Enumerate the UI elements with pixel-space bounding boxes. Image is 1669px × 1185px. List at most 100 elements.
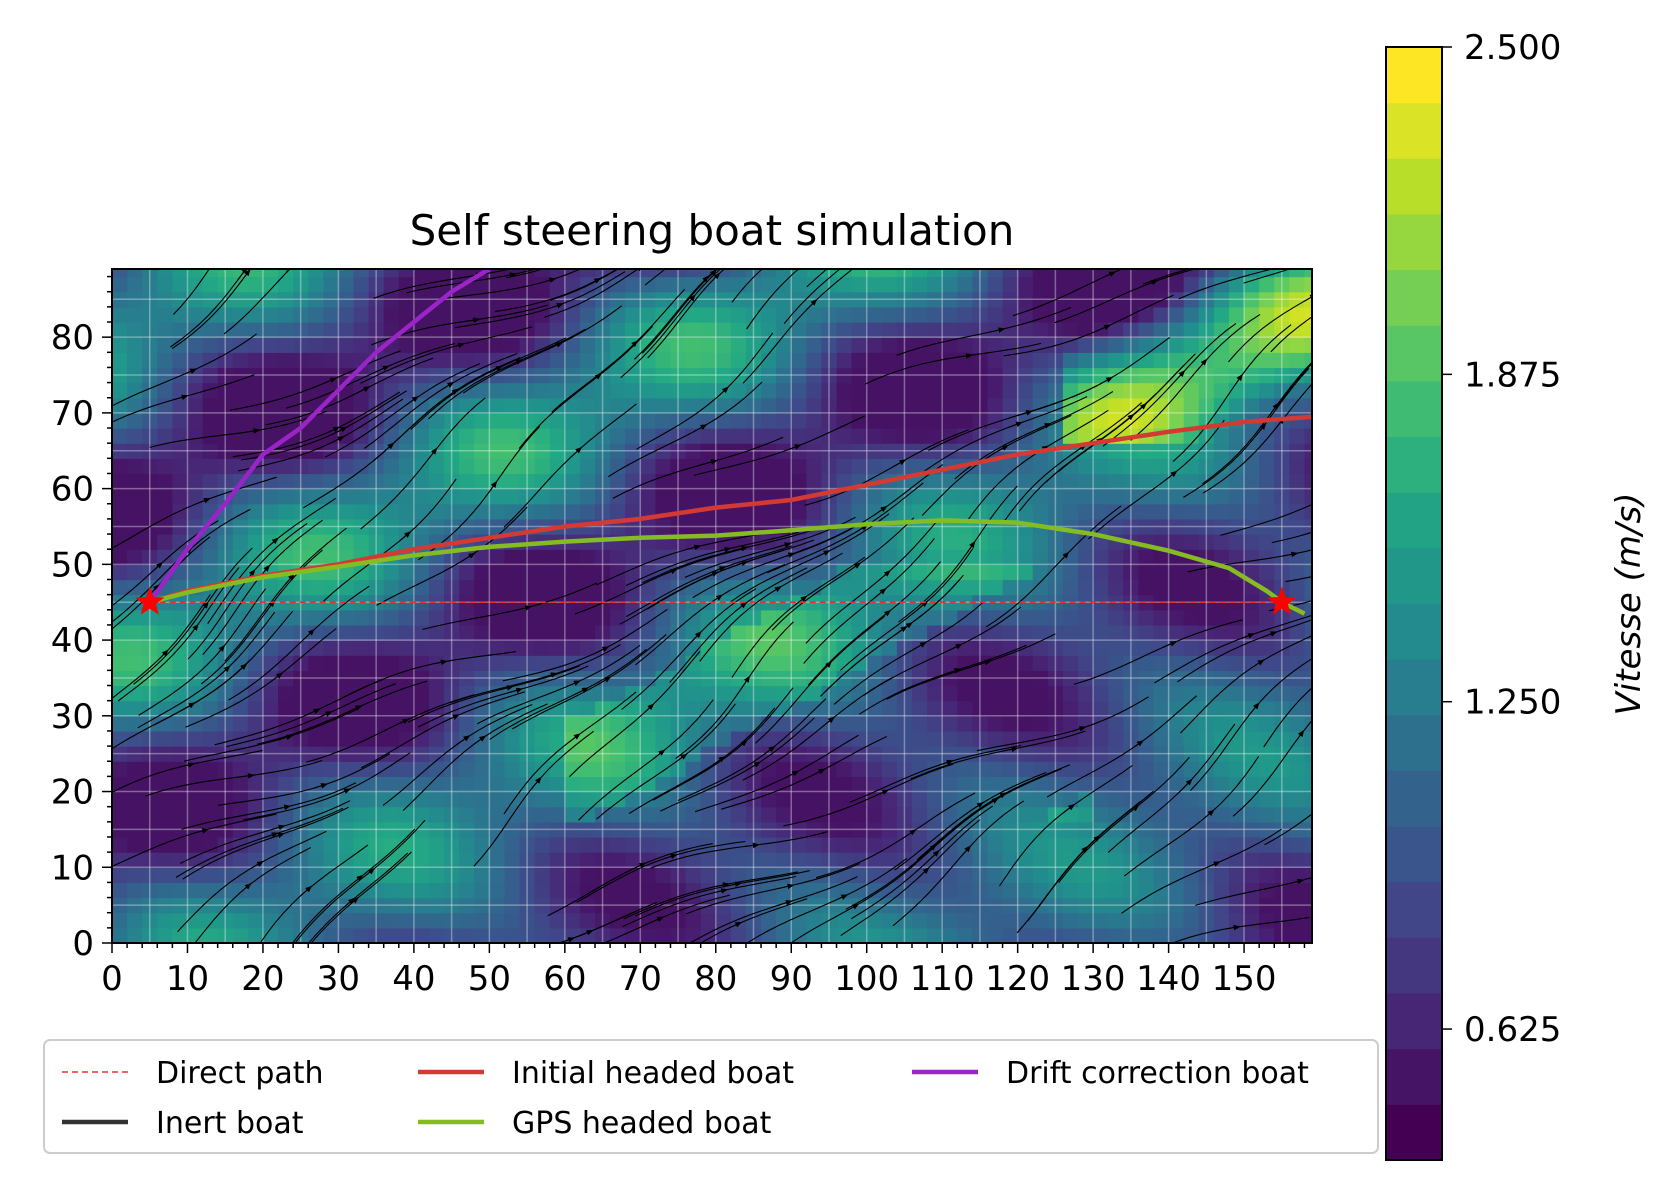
field-cell <box>1002 276 1019 293</box>
field-cell <box>761 276 777 293</box>
field-cell <box>1062 912 1079 929</box>
field-cell <box>172 269 189 278</box>
field-cell <box>685 821 702 838</box>
field-cell <box>262 428 279 444</box>
field-cell <box>519 579 536 596</box>
field-cell <box>262 549 279 565</box>
field-cell <box>519 882 536 899</box>
field-cell <box>232 852 249 868</box>
field-cell <box>262 518 279 535</box>
field-cell <box>489 806 506 823</box>
field-cell <box>1093 912 1109 929</box>
field-cell <box>579 306 596 323</box>
field-cell <box>474 655 490 671</box>
streamline-arrow <box>1215 239 1227 241</box>
field-cell <box>957 700 973 717</box>
field-cell <box>1032 685 1049 702</box>
field-cell <box>1062 927 1079 943</box>
streamline-arrow <box>957 353 974 359</box>
field-cell <box>1274 322 1290 338</box>
field-cell <box>534 640 551 656</box>
field-cell <box>413 746 430 762</box>
field-cell <box>866 685 883 702</box>
streamline <box>137 611 276 729</box>
field-cell <box>217 397 234 414</box>
field-cell <box>866 306 883 323</box>
field-cell <box>1183 564 1200 581</box>
field-cell <box>353 791 370 808</box>
colorbar-step <box>1386 380 1442 438</box>
streamline <box>417 665 589 728</box>
streamline <box>410 337 567 430</box>
field-cell <box>549 367 566 384</box>
field-cell <box>459 806 475 823</box>
field-cell <box>1108 473 1124 490</box>
streamline <box>182 806 349 880</box>
streamline-arrow <box>663 568 678 576</box>
field-cell <box>489 291 506 308</box>
field-cell <box>489 867 506 884</box>
field-cell <box>1093 549 1109 565</box>
field-cell <box>232 791 249 808</box>
streamline <box>840 819 981 937</box>
field-cell <box>912 806 928 823</box>
field-cell <box>761 730 777 747</box>
field-cell <box>1062 776 1079 793</box>
field-cell <box>459 352 475 369</box>
field-cell <box>715 700 732 717</box>
streamline <box>1058 756 1190 883</box>
field-cell <box>1168 458 1185 475</box>
field-cell <box>293 897 309 914</box>
field-cell <box>896 579 913 596</box>
field-cell <box>338 534 355 550</box>
field-cell <box>595 609 611 626</box>
field-cell <box>821 791 838 808</box>
field-cell <box>413 685 430 702</box>
field-cell <box>1168 594 1185 611</box>
field-cell <box>353 927 370 943</box>
field-cell <box>157 443 173 459</box>
field-cell <box>549 549 566 565</box>
field-cell <box>1032 276 1049 293</box>
field-cell <box>1198 821 1215 838</box>
field-cell <box>610 412 626 429</box>
field-cell <box>1032 655 1049 671</box>
streamline-arrow <box>711 566 727 573</box>
field-cell <box>730 322 747 338</box>
streamline-arrow <box>405 395 420 406</box>
field-cell <box>791 746 807 762</box>
field-cell <box>112 382 128 399</box>
field-cell <box>1002 306 1019 323</box>
field-cell <box>202 882 219 899</box>
field-cell <box>217 927 234 943</box>
streamline-arrow <box>181 702 196 711</box>
field-cell <box>338 609 355 626</box>
field-cell <box>217 428 234 444</box>
field-cell <box>428 579 445 596</box>
field-cell <box>761 306 777 323</box>
streamline <box>257 680 428 745</box>
streamline <box>117 567 240 702</box>
field-cell <box>187 791 204 808</box>
field-cell <box>972 564 989 581</box>
field-cell <box>127 912 143 929</box>
streamline-arrow <box>924 843 937 855</box>
colorbar-step <box>1386 492 1442 549</box>
field-cell <box>353 640 370 656</box>
field-cell <box>428 473 445 490</box>
field-cell <box>564 746 581 762</box>
streamline <box>1243 269 1292 284</box>
field-cell <box>308 291 324 308</box>
field-cell <box>534 306 551 323</box>
field-cell <box>534 428 551 444</box>
field-cell <box>1047 382 1064 399</box>
field-cell <box>519 564 536 581</box>
y-tick-label: 0 <box>72 924 94 964</box>
field-cell <box>398 412 415 429</box>
field-cell <box>142 640 158 656</box>
field-cell <box>1289 579 1306 596</box>
field-cell <box>308 518 324 535</box>
field-cell <box>459 897 475 914</box>
field-cell <box>1289 670 1306 687</box>
streamline <box>612 436 784 499</box>
